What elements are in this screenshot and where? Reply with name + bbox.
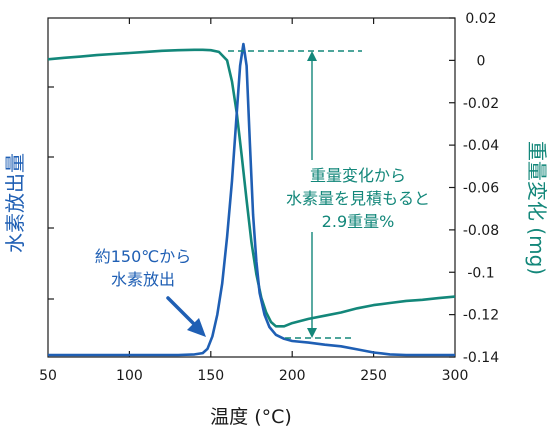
x-tick-label: 50 (39, 368, 57, 384)
x-axis-title: 温度 (°C) (210, 406, 292, 428)
x-tick-label: 250 (360, 368, 387, 384)
right-tick-label: -0.08 (463, 223, 499, 239)
hydrogen-release-series-line (48, 42, 455, 357)
weight-change-annotation-line-1: 重量変化から (310, 166, 406, 185)
weight-change-annotation-line-3: 2.9重量% (322, 212, 395, 231)
onset-arrow-head (187, 318, 206, 337)
right-tick-label: 0.02 (465, 11, 496, 27)
onset-annotation-line-2: 水素放出 (111, 270, 175, 289)
arrow-head-up (307, 51, 317, 61)
right-axis-ticks: 0.02 0 -0.02 -0.04 -0.06 -0.08 -0.1 -0.12 -0.14 (449, 11, 499, 366)
left-axis-title: 水素放出量 (3, 153, 27, 253)
x-tick-label: 100 (116, 368, 143, 384)
onset-annotation-line-1: 約150℃から (95, 247, 192, 266)
weight-change-series-line (47, 48, 456, 328)
right-axis-title: 重量変化 (mg) (525, 141, 549, 275)
annotation-background (282, 160, 434, 232)
x-tick-label: 150 (197, 368, 224, 384)
x-tick-label: 200 (279, 368, 306, 384)
right-tick-label: 0 (477, 53, 486, 69)
arrow-head-down (307, 328, 317, 338)
x-tick-label: 300 (442, 368, 469, 384)
x-axis-ticks: 50 100 150 200 250 300 (39, 18, 468, 384)
right-tick-label: -0.02 (463, 96, 499, 112)
left-axis-ticks (48, 86, 54, 300)
weight-change-annotation-line-2: 水素量を見積もると (286, 189, 430, 208)
right-tick-label: -0.06 (463, 181, 499, 197)
right-tick-label: -0.14 (463, 350, 499, 366)
right-tick-label: -0.1 (467, 265, 494, 281)
right-tick-label: -0.12 (463, 308, 499, 324)
right-tick-label: -0.04 (463, 138, 499, 154)
